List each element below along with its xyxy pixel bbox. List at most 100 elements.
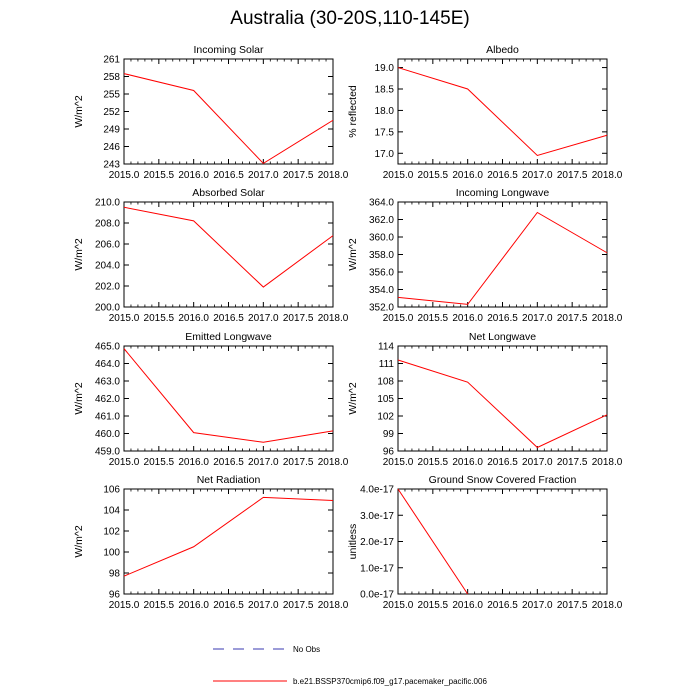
y-tick-label: 108 [377,377,394,388]
y-tick-label: 206.0 [95,240,120,251]
plot-frame [397,201,608,308]
y-tick-label: 243 [103,160,120,171]
y-axis-label: W/m^2 [73,525,85,558]
y-tick-label: 18.0 [375,106,395,117]
y-tick-label: 102 [377,412,394,423]
y-tick-label: 104 [103,506,120,517]
plot-frame [123,488,334,595]
x-tick-label: 2017.0 [248,313,279,324]
x-tick-label: 2015.5 [144,313,175,324]
x-tick-label: 2016.0 [452,600,483,611]
chart-title: Net Longwave [469,331,536,343]
y-tick-label: 362.0 [369,215,394,226]
x-tick-label: 2016.0 [178,600,209,611]
x-tick-label: 2017.5 [283,600,314,611]
legend-label-case: b.e21.BSSP370cmip6.f09_g17.pacemaker_pac… [293,677,487,686]
y-tick-label: 204.0 [95,261,120,272]
y-tick-label: 98 [109,569,121,580]
x-tick-label: 2015.0 [383,600,414,611]
y-tick-label: 2.0e-17 [360,537,394,548]
y-tick-label: 461.0 [95,412,120,423]
x-tick-label: 2016.5 [487,600,518,611]
y-tick-label: 17.0 [375,149,395,160]
x-tick-label: 2018.0 [318,600,349,611]
series-line [123,206,334,288]
y-axis-label: % reflected [347,85,359,138]
y-tick-label: 246 [103,142,120,153]
x-tick-label: 2015.5 [418,457,449,468]
x-tick-label: 2017.0 [522,170,553,181]
series-line [397,211,608,305]
y-tick-label: 96 [109,590,121,601]
page-title: Australia (30-20S,110-145E) [230,8,470,29]
x-tick-label: 2017.0 [248,600,279,611]
x-tick-label: 2017.5 [557,600,588,611]
series-line [397,488,469,595]
x-tick-label: 2015.5 [418,313,449,324]
x-tick-label: 2017.5 [283,313,314,324]
y-tick-label: 202.0 [95,282,120,293]
chart-panel-6: Net Longwave W/m^2 2015.0 2015.5 2016.0 2016.… [347,331,623,468]
x-tick-label: 2016.5 [213,600,244,611]
chart-panel-5: Emitted Longwave W/m^2 2015.0 2015.5 2016.0 2… [73,331,349,468]
x-tick-label: 2016.5 [487,170,518,181]
y-axis-label: W/m^2 [347,382,359,415]
x-tick-label: 2017.5 [283,170,314,181]
y-axis-label: unitless [347,524,359,560]
x-tick-label: 2015.0 [109,313,140,324]
series-line [397,359,608,449]
plot-frame [397,58,608,165]
y-tick-label: 200.0 [95,303,120,314]
y-tick-label: 102 [103,527,120,538]
y-tick-label: 210.0 [95,198,120,209]
plot-frame [123,58,334,165]
x-tick-label: 2015.0 [109,170,140,181]
chart-title: Incoming Longwave [456,187,550,199]
x-tick-label: 2017.0 [522,600,553,611]
y-tick-label: 462.0 [95,394,120,405]
x-tick-label: 2016.0 [452,313,483,324]
x-tick-label: 2016.0 [452,170,483,181]
x-tick-label: 2015.0 [383,457,414,468]
chart-panel-1: Incoming Solar W/m^2 2015.0 2015.5 2016.0 201… [73,44,349,181]
y-tick-label: 111 [379,359,395,370]
x-tick-label: 2018.0 [592,170,623,181]
y-tick-label: 463.0 [95,377,120,388]
x-tick-label: 2018.0 [592,600,623,611]
x-tick-label: 2016.5 [487,313,518,324]
y-tick-label: 258 [103,72,120,83]
x-tick-label: 2015.5 [144,170,175,181]
y-tick-label: 459.0 [95,447,120,458]
chart-panel-3: Absorbed Solar W/m^2 2015.0 2015.5 2016.0 201… [73,187,349,324]
y-tick-label: 105 [377,394,394,405]
x-tick-label: 2017.0 [248,457,279,468]
x-tick-label: 2015.5 [418,600,449,611]
chart-title: Incoming Solar [193,44,264,56]
chart-title: Ground Snow Covered Fraction [429,474,577,486]
y-tick-label: 106 [103,485,120,496]
y-tick-label: 364.0 [369,198,394,209]
y-tick-label: 96 [383,447,395,458]
y-tick-label: 4.0e-17 [360,485,394,496]
series-line [123,496,334,577]
x-tick-label: 2015.0 [109,457,140,468]
chart-panel-8: Ground Snow Covered Fraction unitless 2015… [347,474,623,611]
legend: No Obs b.e21.BSSP370cmip6.f09_g17.pacemak… [213,645,487,686]
y-axis-label: W/m^2 [73,95,85,128]
x-tick-label: 2016.5 [213,457,244,468]
x-tick-label: 2017.5 [557,170,588,181]
x-tick-label: 2017.0 [522,313,553,324]
y-tick-label: 354.0 [369,285,394,296]
chart-title: Absorbed Solar [192,187,265,199]
x-tick-label: 2015.0 [383,313,414,324]
chart-panel-4: Incoming Longwave W/m^2 2015.0 2015.5 2016.0… [347,187,623,324]
x-tick-label: 2016.0 [178,313,209,324]
y-tick-label: 1.0e-17 [360,563,394,574]
y-tick-label: 3.0e-17 [360,511,394,522]
y-tick-label: 465.0 [95,342,120,353]
y-tick-label: 0.0e-17 [360,590,394,601]
y-tick-label: 208.0 [95,219,120,230]
chart-panel-7: Net Radiation W/m^2 2015.0 2015.5 2016.0 2016… [73,474,349,611]
y-tick-label: 358.0 [369,250,394,261]
x-tick-label: 2016.0 [452,457,483,468]
